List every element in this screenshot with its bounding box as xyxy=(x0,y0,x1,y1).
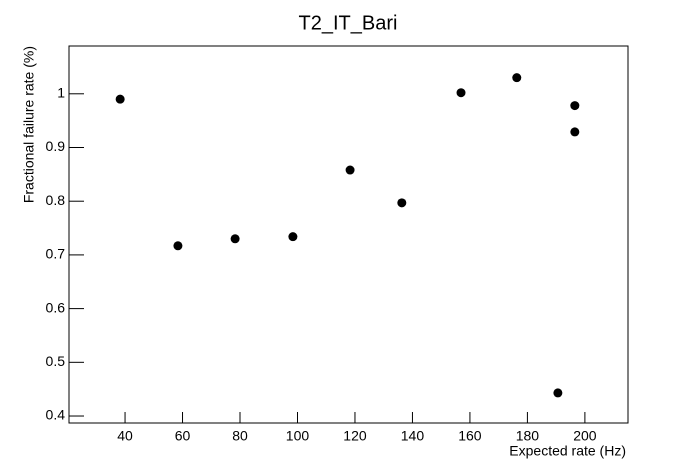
plot-frame xyxy=(68,45,629,424)
y-tick-label: 0.9 xyxy=(46,138,66,154)
y-tick-label: 0.8 xyxy=(46,192,66,208)
point xyxy=(553,388,563,398)
y-tick-label: 0.5 xyxy=(46,353,66,369)
x-tick-label: 80 xyxy=(232,428,248,444)
x-tick-label: 60 xyxy=(175,428,191,444)
point xyxy=(230,234,240,244)
x-tick-label: 100 xyxy=(286,428,310,444)
y-tick-label: 0.4 xyxy=(46,407,66,423)
x-tick-label: 160 xyxy=(458,428,482,444)
point xyxy=(456,88,466,98)
point xyxy=(345,165,355,175)
point xyxy=(570,127,580,137)
point xyxy=(570,101,580,111)
point xyxy=(173,241,183,251)
point xyxy=(115,94,125,104)
x-tick-label: 200 xyxy=(573,428,597,444)
y-tick-label: 1 xyxy=(57,84,65,100)
y-axis-label: Fractional failure rate (%) xyxy=(21,46,37,203)
chart-title: T2_IT_Bari xyxy=(299,12,398,34)
x-tick-label: 40 xyxy=(117,428,133,444)
point xyxy=(397,198,407,208)
point xyxy=(512,73,522,83)
y-tick-label: 0.6 xyxy=(46,299,66,315)
x-tick-label: 180 xyxy=(516,428,540,444)
y-tick-label: 0.7 xyxy=(46,246,66,262)
x-axis-label: Expected rate (Hz) xyxy=(509,443,626,459)
x-tick-label: 120 xyxy=(343,428,367,444)
x-tick-label: 140 xyxy=(401,428,425,444)
point xyxy=(288,232,298,242)
